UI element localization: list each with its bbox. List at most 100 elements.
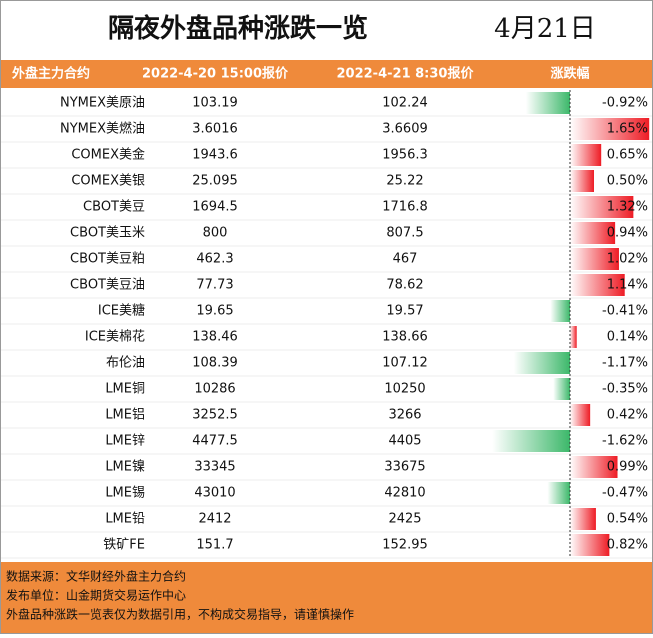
change-label: -1.62%: [602, 434, 648, 449]
date: 4月21日: [494, 14, 596, 44]
change-bar: [570, 196, 634, 218]
price-prev: 2412: [198, 512, 231, 527]
price-curr: 138.66: [382, 330, 428, 345]
contract-name: CBOT美玉米: [70, 226, 145, 241]
change-bar: [570, 248, 619, 270]
contract-name: ICE美糖: [98, 303, 145, 319]
contract-name: NYMEX美原油: [60, 96, 145, 111]
contract-name: CBOT美豆: [83, 200, 145, 215]
contract-name: 铁矿FE: [103, 538, 145, 553]
change-bar: [525, 92, 570, 114]
change-label: 0.14%: [607, 330, 648, 345]
price-curr: 4405: [388, 434, 421, 449]
price-curr: 10250: [384, 382, 425, 397]
price-curr: 19.57: [386, 304, 423, 319]
change-label: 1.32%: [607, 200, 648, 215]
change-label: -0.41%: [602, 304, 648, 319]
contract-name: COMEX美金: [71, 147, 145, 163]
change-bar: [570, 534, 610, 556]
price-curr: 3266: [388, 408, 421, 423]
price-curr: 1956.3: [382, 148, 428, 163]
price-prev: 800: [203, 226, 228, 241]
change-label: 1.14%: [607, 278, 648, 293]
price-curr: 42810: [384, 486, 425, 501]
price-prev: 25.095: [192, 174, 238, 189]
change-bar: [513, 352, 570, 374]
contract-name: LME锡: [105, 486, 145, 501]
change-bar: [547, 482, 570, 504]
change-bar: [492, 430, 570, 452]
title: 隔夜外盘品种涨跌一览: [108, 13, 368, 44]
price-prev: 19.65: [196, 304, 233, 319]
change-bar: [570, 144, 602, 166]
header-bar: [1, 60, 652, 88]
price-curr: 33675: [384, 460, 425, 475]
change-bar: [570, 404, 591, 426]
price-prev: 3252.5: [192, 408, 238, 423]
price-curr: 152.95: [382, 538, 428, 553]
footer-line: 发布单位：山金期货交易运作中心: [6, 588, 186, 603]
change-label: -0.47%: [602, 486, 648, 501]
price-prev: 462.3: [196, 252, 233, 267]
contract-name: CBOT美豆粕: [70, 252, 145, 267]
contract-name: NYMEX美燃油: [60, 121, 145, 137]
contract-name: LME铅: [105, 512, 145, 527]
price-curr: 3.6609: [382, 122, 428, 137]
change-label: -1.17%: [602, 356, 648, 371]
price-curr: 78.62: [386, 278, 423, 293]
contract-name: CBOT美豆油: [70, 278, 145, 293]
footer-line: 外盘品种涨跌一览表仅为数据引用，不构成交易指导，请谨慎操作: [6, 607, 354, 622]
price-prev: 3.6016: [192, 122, 238, 137]
price-curr: 807.5: [386, 226, 423, 241]
price-prev: 1943.6: [192, 148, 238, 163]
change-bar: [570, 170, 594, 192]
contract-name: ICE美棉花: [85, 329, 145, 345]
change-label: -0.35%: [602, 382, 648, 397]
price-prev: 77.73: [196, 278, 233, 293]
change-label: 0.65%: [607, 148, 648, 163]
footer-line: 数据来源：文华财经外盘主力合约: [6, 569, 186, 584]
change-label: 0.82%: [607, 538, 648, 553]
change-bar: [570, 508, 596, 530]
change-bar: [570, 326, 577, 348]
price-prev: 10286: [194, 382, 235, 397]
price-prev: 138.46: [192, 330, 238, 345]
change-label: 0.54%: [607, 512, 648, 527]
price-curr: 102.24: [382, 96, 428, 111]
column-header: 2022-4-20 15:00报价: [142, 67, 289, 82]
price-prev: 151.7: [196, 538, 233, 553]
column-header: 2022-4-21 8:30报价: [337, 67, 475, 82]
contract-name: 布伦油: [106, 356, 145, 371]
change-label: 1.65%: [607, 122, 648, 137]
price-curr: 1716.8: [382, 200, 428, 215]
price-prev: 43010: [194, 486, 235, 501]
price-prev: 103.19: [192, 96, 238, 111]
contract-name: LME锌: [105, 434, 145, 449]
change-bar: [570, 456, 618, 478]
contract-name: LME铝: [105, 408, 145, 423]
change-label: 0.99%: [607, 460, 648, 475]
change-bar: [550, 300, 570, 322]
change-bar: [570, 118, 650, 140]
change-label: -0.92%: [602, 96, 648, 111]
price-curr: 107.12: [382, 356, 428, 371]
price-curr: 25.22: [386, 174, 423, 189]
change-label: 0.50%: [607, 174, 648, 189]
change-label: 1.02%: [607, 252, 648, 267]
change-label: 0.94%: [607, 226, 648, 241]
footer-bar: [1, 562, 652, 633]
change-bar: [570, 274, 625, 296]
price-prev: 4477.5: [192, 434, 238, 449]
column-header: 涨跌幅: [549, 66, 589, 82]
contract-name: LME镍: [105, 460, 145, 475]
price-curr: 467: [393, 252, 418, 267]
price-prev: 1694.5: [192, 200, 238, 215]
contract-name: LME铜: [105, 382, 145, 397]
column-header: 外盘主力合约: [11, 66, 90, 82]
change-label: 0.42%: [607, 408, 648, 423]
price-prev: 108.39: [192, 356, 238, 371]
price-curr: 2425: [388, 512, 421, 527]
change-bar: [553, 378, 570, 400]
price-prev: 33345: [194, 460, 235, 475]
